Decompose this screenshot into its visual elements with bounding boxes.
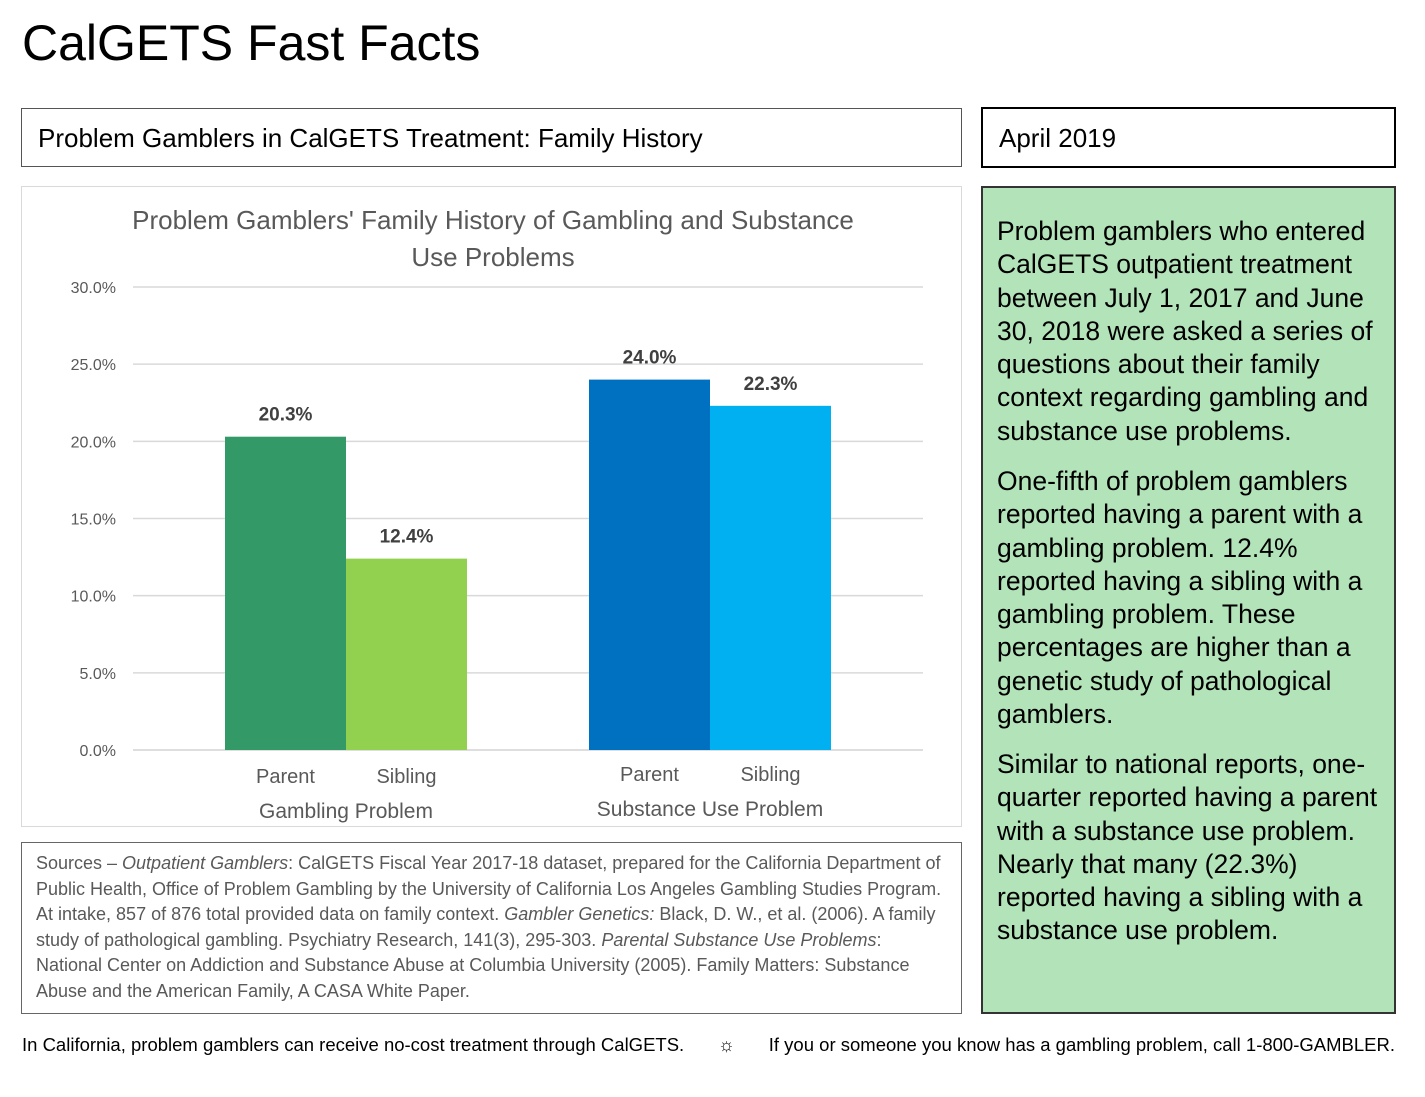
y-tick-label: 5.0% (80, 666, 116, 683)
sources-lead: Sources – (36, 853, 123, 873)
sources-panel: Sources – Outpatient Gamblers: CalGETS F… (21, 842, 962, 1014)
data-label: 22.3% (744, 374, 798, 395)
source-3-text: : National Center on Addiction and Subst… (36, 929, 910, 1001)
chart-panel: Problem Gamblers' Family History of Gamb… (21, 186, 962, 827)
category-label: Sibling (740, 764, 800, 786)
category-label: Sibling (376, 766, 436, 788)
source-2-text: Black, D. W., et al. (2006). A family st… (36, 904, 936, 950)
source-1-text: : CalGETS Fiscal Year 2017-18 dataset, p… (36, 853, 942, 924)
page-title: CalGETS Fast Facts (22, 15, 481, 71)
y-tick-label: 20.0% (71, 434, 116, 451)
bar-chart: Problem Gamblers' Family History of Gamb… (71, 205, 923, 823)
summary-panel: Problem gamblers who entered CalGETS out… (981, 186, 1396, 1014)
y-tick-label: 15.0% (71, 512, 116, 529)
summary-paragraph-1: Problem gamblers who entered CalGETS out… (997, 216, 1373, 446)
y-tick-label: 25.0% (71, 357, 116, 374)
summary-paragraph-2: One-fifth of problem gamblers reported h… (997, 466, 1363, 730)
footer-treatment-note: In California, problem gamblers can rece… (22, 1034, 685, 1055)
bar-substance-use-problem-parent (589, 379, 710, 750)
data-label: 20.3% (259, 405, 313, 426)
source-3-title: Parental Substance Use Problems (601, 929, 877, 950)
group-label: Gambling Problem (259, 800, 433, 823)
subtitle-box: Problem Gamblers in CalGETS Treatment: F… (21, 108, 962, 167)
date-box: April 2019 (981, 107, 1396, 168)
chart-title-line-2: Use Problems (411, 242, 574, 272)
summary-paragraph-3: Similar to national reports, one-quarter… (997, 749, 1378, 946)
footer-helpline-note: If you or someone you know has a gamblin… (768, 1034, 1395, 1055)
subtitle: Problem Gamblers in CalGETS Treatment: F… (38, 123, 703, 153)
y-tick-label: 10.0% (71, 589, 116, 606)
category-label: Parent (620, 764, 679, 786)
data-label: 12.4% (380, 527, 434, 548)
sun-icon: ☼ (718, 1034, 735, 1055)
category-label: Parent (256, 766, 315, 788)
data-label: 24.0% (623, 348, 677, 369)
source-2-title: Gambler Genetics: (504, 904, 655, 924)
bar-substance-use-problem-sibling (710, 405, 831, 750)
group-label: Substance Use Problem (597, 798, 823, 821)
publication-date: April 2019 (999, 123, 1117, 153)
chart-title-line-1: Problem Gamblers' Family History of Gamb… (132, 205, 854, 235)
bar-gambling-problem-parent (225, 436, 346, 750)
bar-gambling-problem-sibling (346, 558, 467, 750)
y-tick-label: 0.0% (80, 743, 116, 760)
y-tick-label: 30.0% (71, 280, 116, 297)
sources-text: Sources – Outpatient Gamblers: CalGETS F… (36, 851, 951, 1004)
source-1-title: Outpatient Gamblers (122, 853, 289, 873)
